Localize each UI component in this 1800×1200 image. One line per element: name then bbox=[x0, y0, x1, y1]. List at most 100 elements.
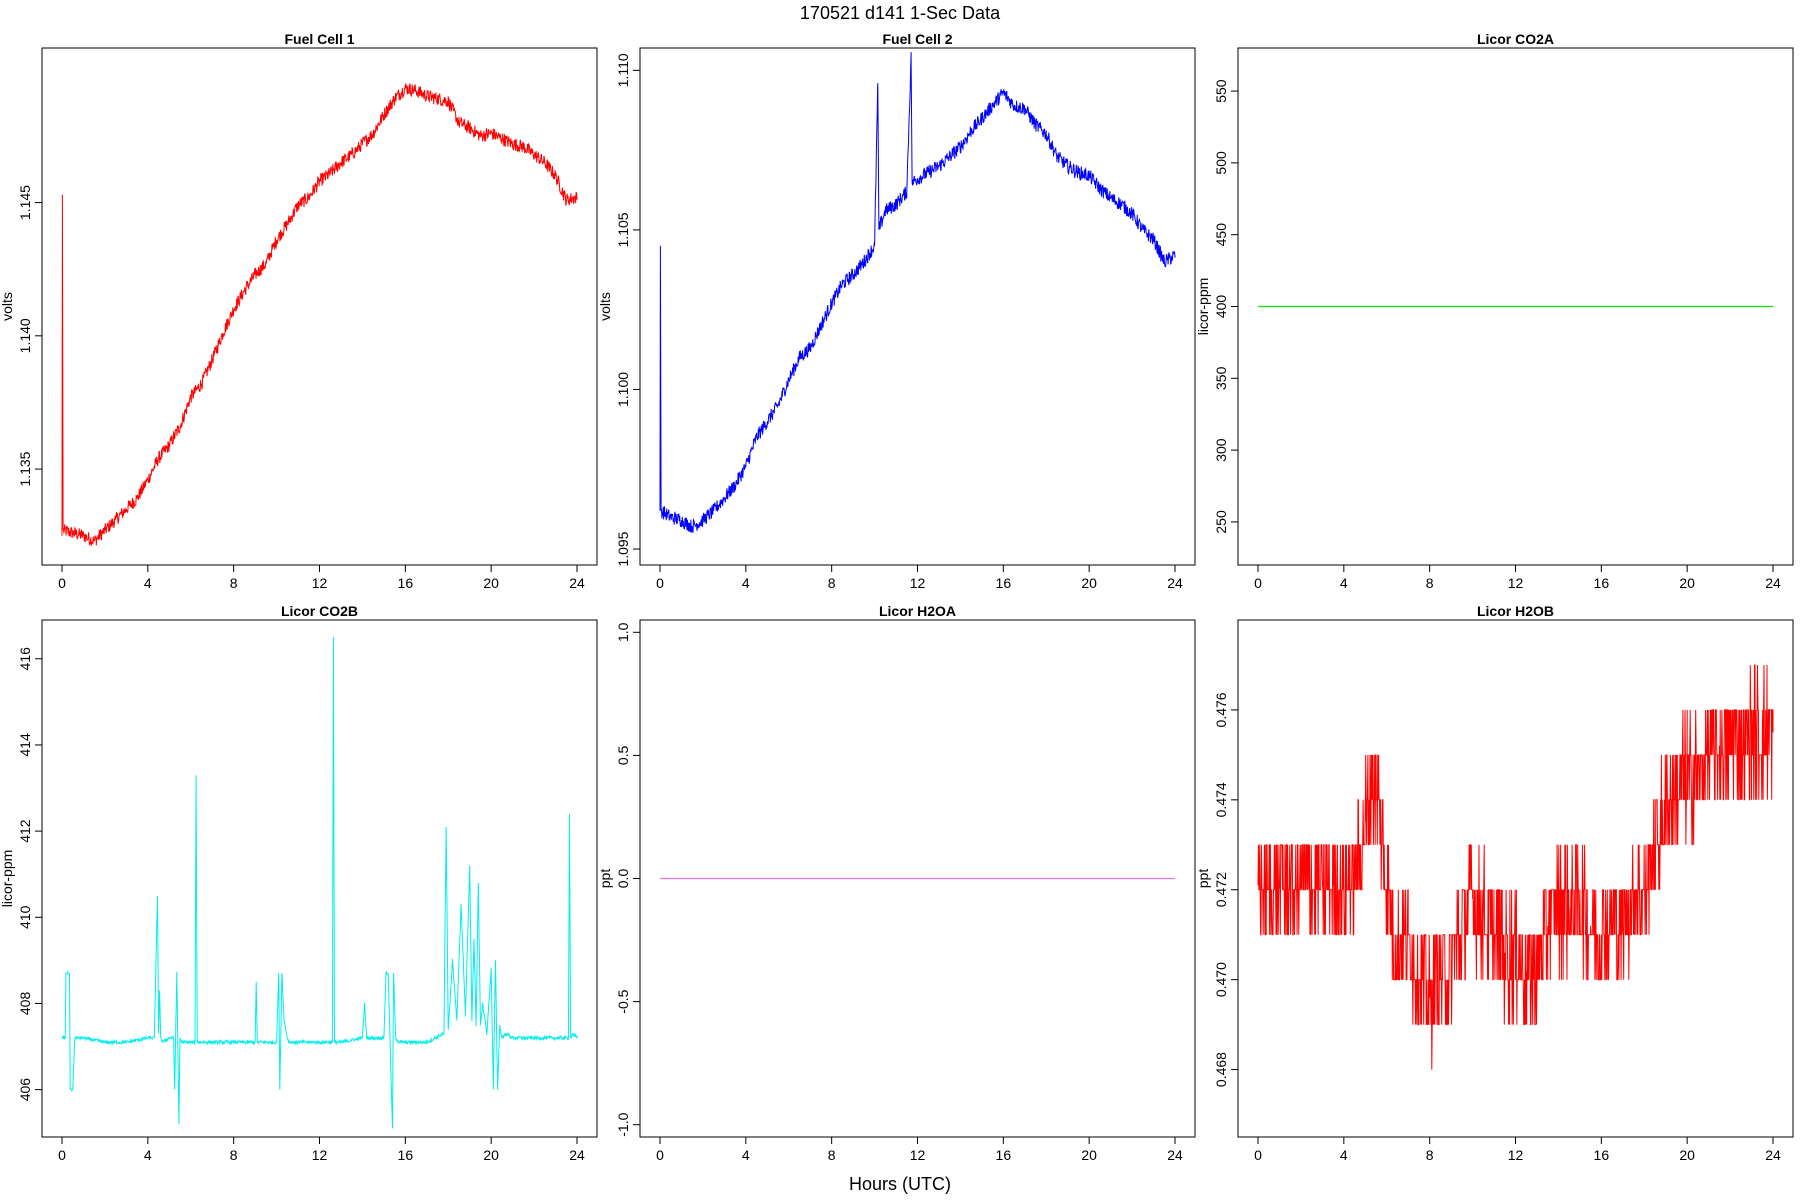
chart-panel: Fuel Cell 2 0 4 8 12 16 20 24 1.095 1.100 1.105 1.1… bbox=[597, 31, 1196, 591]
x-tick-label: 12 bbox=[910, 1147, 926, 1163]
x-tick-label: 8 bbox=[1426, 575, 1434, 591]
x-tick-label: 20 bbox=[1081, 1147, 1097, 1163]
x-tick-label: 16 bbox=[398, 1147, 414, 1163]
y-tick-label: 500 bbox=[1213, 151, 1229, 175]
x-tick-label: 0 bbox=[58, 1147, 66, 1163]
series-line bbox=[61, 637, 578, 1129]
y-tick-label: 300 bbox=[1213, 438, 1229, 462]
y-tick-label: 0.476 bbox=[1213, 692, 1229, 727]
chart-panels: Fuel Cell 1 0 4 8 12 16 20 24 1.135 1.140 1.145 vol… bbox=[0, 31, 1794, 1163]
x-tick-label: 12 bbox=[910, 575, 926, 591]
plot-frame bbox=[41, 619, 598, 1138]
x-tick-label: 4 bbox=[742, 575, 750, 591]
x-tick-label: 8 bbox=[828, 575, 836, 591]
panel-title: Fuel Cell 1 bbox=[284, 31, 354, 47]
y-tick-label: 406 bbox=[17, 1078, 33, 1102]
y-tick-label: 1.0 bbox=[615, 622, 631, 642]
x-tick-label: 24 bbox=[569, 575, 585, 591]
y-tick-label: 450 bbox=[1213, 223, 1229, 247]
x-tick-label: 16 bbox=[1594, 1147, 1610, 1163]
y-tick-label: 414 bbox=[17, 733, 33, 757]
panel-title: Licor H2OA bbox=[879, 603, 956, 619]
plot-frame bbox=[639, 47, 1196, 566]
y-axis-label: licor-ppm bbox=[0, 850, 15, 908]
x-tick-label: 4 bbox=[144, 575, 152, 591]
y-tick-label: -0.5 bbox=[615, 989, 631, 1013]
x-tick-label: 12 bbox=[312, 1147, 328, 1163]
x-tick-label: 0 bbox=[656, 575, 664, 591]
y-tick-label: 1.135 bbox=[17, 451, 33, 486]
y-tick-label: 0.5 bbox=[615, 745, 631, 765]
panel-title: Licor CO2A bbox=[1477, 31, 1554, 47]
x-tick-label: 8 bbox=[230, 575, 238, 591]
y-tick-label: -1.0 bbox=[615, 1112, 631, 1136]
x-tick-label: 4 bbox=[1340, 1147, 1348, 1163]
x-tick-label: 12 bbox=[312, 575, 328, 591]
y-tick-label: 1.100 bbox=[615, 372, 631, 407]
x-tick-label: 12 bbox=[1508, 1147, 1524, 1163]
y-tick-label: 0.0 bbox=[615, 869, 631, 889]
y-tick-label: 550 bbox=[1213, 79, 1229, 103]
y-tick-label: 408 bbox=[17, 992, 33, 1016]
x-tick-label: 16 bbox=[996, 1147, 1012, 1163]
y-axis-label: volts bbox=[597, 292, 613, 321]
y-tick-label: 250 bbox=[1213, 510, 1229, 534]
x-tick-label: 20 bbox=[483, 575, 499, 591]
x-tick-label: 16 bbox=[398, 575, 414, 591]
series-line bbox=[61, 83, 578, 547]
x-tick-label: 20 bbox=[483, 1147, 499, 1163]
x-tick-label: 20 bbox=[1679, 575, 1695, 591]
y-tick-label: 0.468 bbox=[1213, 1052, 1229, 1087]
series-line bbox=[659, 52, 1176, 533]
panel-title: Licor CO2B bbox=[281, 603, 358, 619]
x-tick-label: 8 bbox=[828, 1147, 836, 1163]
chart-panel: Licor H2OB 0 4 8 12 16 20 24 0.468 0.470 0.472 0.47… bbox=[1195, 603, 1794, 1163]
y-axis-label: volts bbox=[0, 292, 15, 321]
x-tick-label: 24 bbox=[1765, 1147, 1781, 1163]
x-axis-label: Hours (UTC) bbox=[849, 1174, 951, 1194]
chart-panel: Licor CO2B 0 4 8 12 16 20 24 406 408 410 412 414 416 l… bbox=[0, 603, 598, 1163]
x-tick-label: 4 bbox=[144, 1147, 152, 1163]
x-tick-label: 12 bbox=[1508, 575, 1524, 591]
y-tick-label: 1.095 bbox=[615, 531, 631, 566]
panel-title: Licor H2OB bbox=[1477, 603, 1554, 619]
x-tick-label: 24 bbox=[569, 1147, 585, 1163]
y-axis-label: ppt bbox=[597, 869, 613, 889]
x-tick-label: 4 bbox=[1340, 575, 1348, 591]
x-tick-label: 0 bbox=[656, 1147, 664, 1163]
x-tick-label: 20 bbox=[1679, 1147, 1695, 1163]
x-tick-label: 0 bbox=[58, 575, 66, 591]
y-axis-label: licor-ppm bbox=[1195, 278, 1211, 336]
x-tick-label: 8 bbox=[230, 1147, 238, 1163]
y-tick-label: 1.140 bbox=[17, 318, 33, 353]
chart-panel: Licor CO2A 0 4 8 12 16 20 24 250 300 350 400 450 500 5… bbox=[1195, 31, 1794, 591]
x-tick-label: 4 bbox=[742, 1147, 750, 1163]
x-tick-label: 24 bbox=[1167, 575, 1183, 591]
x-tick-label: 20 bbox=[1081, 575, 1097, 591]
plot-frame bbox=[41, 47, 598, 566]
y-tick-label: 0.474 bbox=[1213, 782, 1229, 817]
chart-panel: Licor H2OA 0 4 8 12 16 20 24 -1.0 -0.5 0.0 0.5 1.0 pp… bbox=[597, 603, 1196, 1163]
x-tick-label: 8 bbox=[1426, 1147, 1434, 1163]
x-tick-label: 16 bbox=[1594, 575, 1610, 591]
x-tick-label: 24 bbox=[1765, 575, 1781, 591]
y-tick-label: 1.105 bbox=[615, 212, 631, 247]
y-tick-label: 1.145 bbox=[17, 185, 33, 220]
y-tick-label: 350 bbox=[1213, 366, 1229, 390]
x-tick-label: 0 bbox=[1254, 1147, 1262, 1163]
y-tick-label: 0.472 bbox=[1213, 872, 1229, 907]
x-tick-label: 24 bbox=[1167, 1147, 1183, 1163]
chart-panel: Fuel Cell 1 0 4 8 12 16 20 24 1.135 1.140 1.145 vol… bbox=[0, 31, 598, 591]
y-axis-label: ppt bbox=[1195, 869, 1211, 889]
y-tick-label: 0.470 bbox=[1213, 962, 1229, 997]
y-tick-label: 400 bbox=[1213, 295, 1229, 319]
figure-title: 170521 d141 1-Sec Data bbox=[800, 3, 1001, 23]
y-tick-label: 412 bbox=[17, 819, 33, 843]
x-tick-label: 16 bbox=[996, 575, 1012, 591]
series-line bbox=[1257, 664, 1774, 1070]
y-tick-label: 416 bbox=[17, 647, 33, 671]
panel-title: Fuel Cell 2 bbox=[882, 31, 952, 47]
y-tick-label: 1.110 bbox=[615, 53, 631, 87]
x-tick-label: 0 bbox=[1254, 575, 1262, 591]
